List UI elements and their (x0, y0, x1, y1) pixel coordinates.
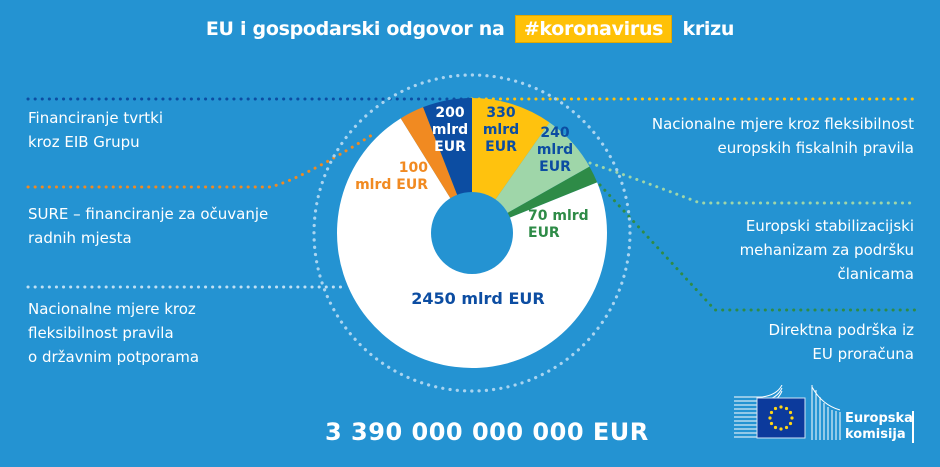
connector-budget (598, 183, 917, 312)
star-icon (784, 425, 789, 430)
star-icon (773, 406, 778, 411)
star-icon (769, 421, 774, 426)
title-before: EU i gospodarski odgovor na (205, 18, 505, 40)
star-icon (790, 416, 794, 420)
value-state-aid: 2450 mlrd EUR (411, 289, 545, 308)
dotted-ring (312, 73, 632, 393)
label-eib: Financiranje tvrtki kroz EIB Grupu (28, 109, 164, 151)
logo-divider (912, 411, 914, 443)
label-state-aid: Nacionalne mjere kroz fleksibilnost prav… (28, 300, 200, 366)
title-after: krizu (682, 18, 735, 40)
connector-lines (26, 97, 917, 312)
label-sure: SURE – financiranje za očuvanje radnih m… (28, 205, 269, 247)
total-amount: 3 390 000 000 000 EUR (325, 418, 649, 446)
label-budget: Direktna podrška iz EU proračuna (768, 321, 914, 363)
page-title: EU i gospodarski odgovor na #koronavirus… (0, 15, 940, 43)
star-icon (773, 425, 778, 430)
value-eib: 200 mlrd EUR (431, 105, 469, 155)
label-esm: Europski stabilizacijski mehanizam za po… (739, 217, 914, 283)
star-icon (768, 416, 772, 420)
european-commission-logo (734, 385, 841, 440)
star-icon (788, 410, 793, 415)
star-icon (788, 421, 793, 426)
value-esm: 240 mlrd EUR (536, 125, 574, 175)
star-icon (784, 406, 789, 411)
star-icon (769, 410, 774, 415)
value-sure: 100 mlrd EUR (355, 160, 428, 193)
eu-flag-icon (756, 397, 806, 439)
value-budget: 70 mlrd EUR (528, 208, 589, 241)
label-fiscal: Nacionalne mjere kroz fleksibilnost euro… (651, 115, 914, 157)
star-icon (779, 427, 783, 431)
logo-text: Europska komisija (845, 411, 913, 442)
connector-esm (588, 161, 917, 205)
star-icon (779, 405, 783, 409)
value-fiscal: 330 mlrd EUR (482, 105, 520, 155)
donut-hole (431, 192, 513, 274)
title-hashtag-highlight: #koronavirus (514, 15, 673, 43)
